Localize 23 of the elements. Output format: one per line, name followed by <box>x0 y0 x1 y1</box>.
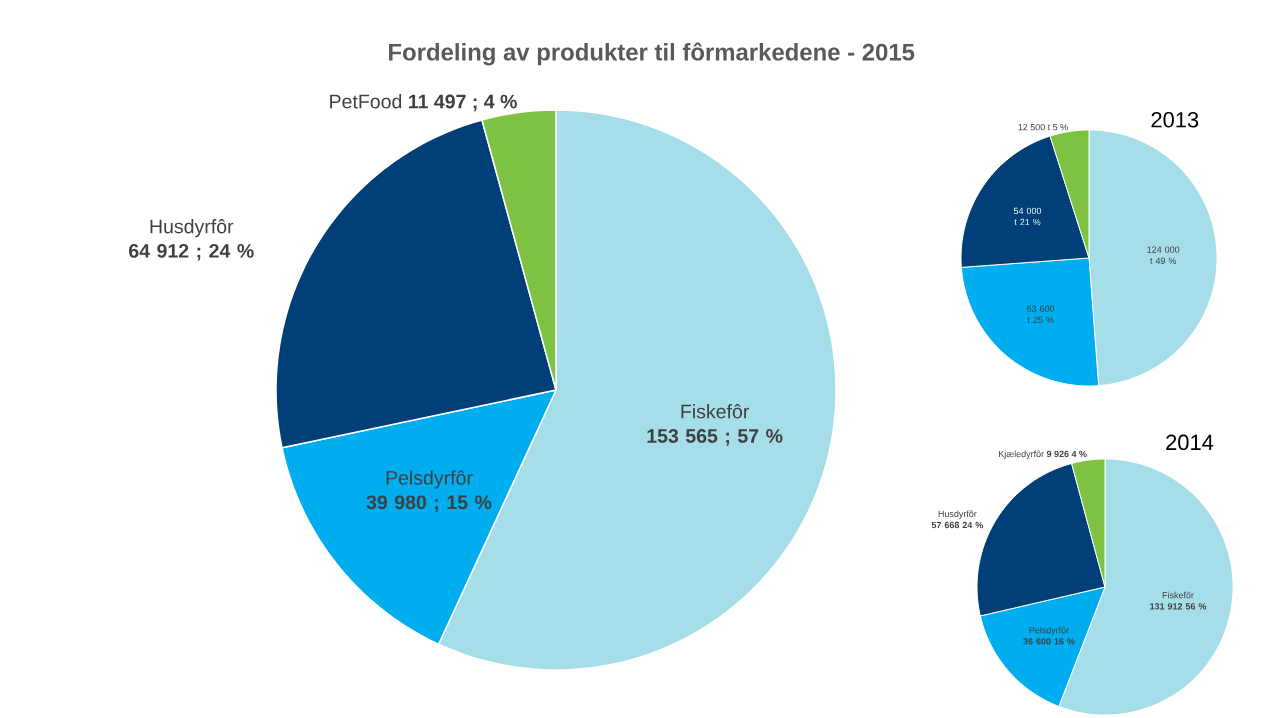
data-label: 63 600 t 25 % <box>1027 305 1055 324</box>
slice-label: Fiskefôr <box>1162 591 1194 599</box>
data-label: 39 980 ; 15 % <box>366 495 492 513</box>
data-label: 36 600 16 % <box>1023 638 1075 645</box>
data-label: 12 500 t 5 % <box>1018 123 1068 131</box>
data-label: 11 497 ; 4 % <box>409 94 517 112</box>
data-label: 54 000 t 21 % <box>1013 207 1042 226</box>
slice-label: Husdyrfôr <box>150 218 234 238</box>
slice-label: Pelsdyrfôr <box>386 470 473 489</box>
slice-label: PetFood <box>330 94 402 109</box>
data-label: 64 912 ; 24 % <box>129 243 254 261</box>
data-label: 9 926 4 % <box>1046 450 1087 458</box>
chart-title: 2014 <box>1166 434 1214 451</box>
data-label: 153 565 ; 57 % <box>647 429 783 446</box>
slice-label: Kjæledyrfôr <box>998 450 1044 459</box>
chart-title: 2013 <box>1151 111 1199 128</box>
data-label: 131 912 56 % <box>1150 603 1207 610</box>
slice-label: Pelsdyrfôr <box>1029 626 1069 636</box>
slice-label: Husdyrfôr <box>938 510 977 519</box>
slice-label: Fiskefôr <box>681 404 750 419</box>
chart-title: Fordeling av produkter til fôrmarkedene - 2015 <box>389 42 915 66</box>
data-label: 124 000 t 49 % <box>1147 246 1180 264</box>
data-label: 57 668 24 % <box>931 521 984 529</box>
